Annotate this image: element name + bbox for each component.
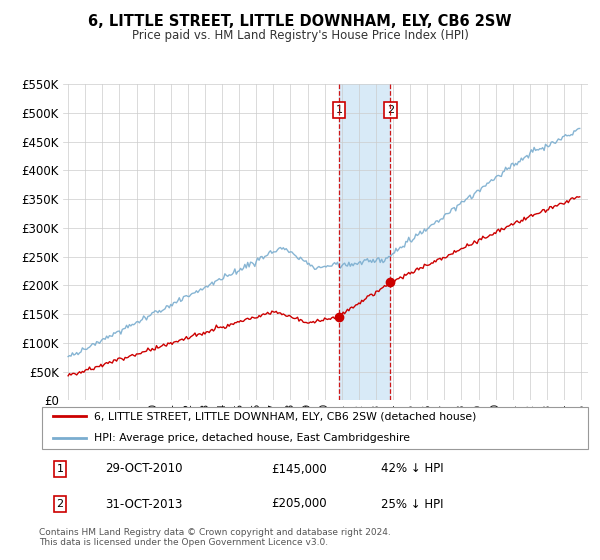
Text: 1: 1 xyxy=(56,464,64,474)
Text: 25% ↓ HPI: 25% ↓ HPI xyxy=(381,497,444,511)
Text: 6, LITTLE STREET, LITTLE DOWNHAM, ELY, CB6 2SW (detached house): 6, LITTLE STREET, LITTLE DOWNHAM, ELY, C… xyxy=(94,412,476,421)
FancyBboxPatch shape xyxy=(42,407,588,449)
Text: 1: 1 xyxy=(335,105,343,115)
Text: 31-OCT-2013: 31-OCT-2013 xyxy=(105,497,182,511)
Text: Contains HM Land Registry data © Crown copyright and database right 2024.: Contains HM Land Registry data © Crown c… xyxy=(39,528,391,536)
Text: £145,000: £145,000 xyxy=(271,463,326,475)
Text: 42% ↓ HPI: 42% ↓ HPI xyxy=(381,463,444,475)
Text: HPI: Average price, detached house, East Cambridgeshire: HPI: Average price, detached house, East… xyxy=(94,433,410,443)
Text: 2: 2 xyxy=(56,499,64,509)
Text: £205,000: £205,000 xyxy=(271,497,326,511)
Text: Price paid vs. HM Land Registry's House Price Index (HPI): Price paid vs. HM Land Registry's House … xyxy=(131,29,469,42)
Bar xyxy=(339,84,390,400)
Text: 2: 2 xyxy=(386,105,394,115)
Text: 6, LITTLE STREET, LITTLE DOWNHAM, ELY, CB6 2SW: 6, LITTLE STREET, LITTLE DOWNHAM, ELY, C… xyxy=(88,14,512,29)
Text: 29-OCT-2010: 29-OCT-2010 xyxy=(105,463,183,475)
Text: This data is licensed under the Open Government Licence v3.0.: This data is licensed under the Open Gov… xyxy=(39,538,328,547)
